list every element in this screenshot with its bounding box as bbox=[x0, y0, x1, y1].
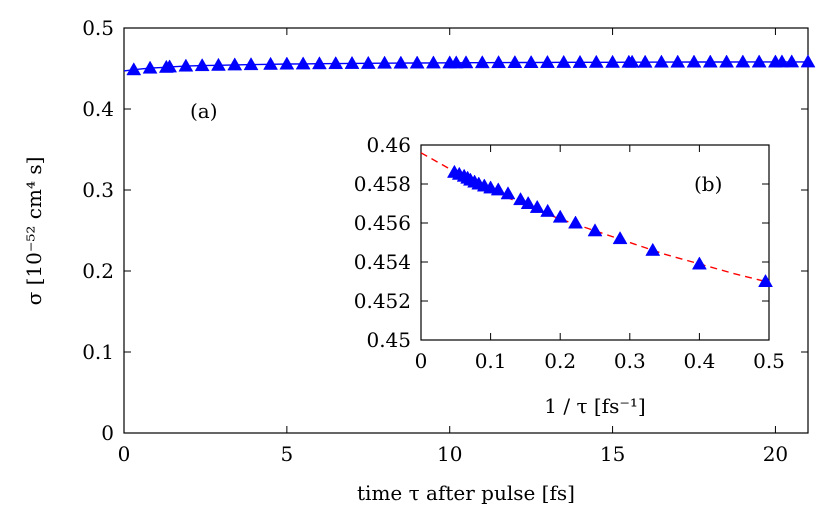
data-point-triangle bbox=[500, 186, 516, 200]
data-point-triangle bbox=[612, 231, 628, 245]
data-point-triangle bbox=[162, 59, 178, 73]
x-tick-label: 5 bbox=[280, 442, 293, 466]
main-data-points bbox=[126, 54, 816, 76]
x-tick-label: 0.1 bbox=[475, 349, 507, 373]
data-point-triangle bbox=[588, 54, 604, 68]
x-tick-label: 20 bbox=[763, 442, 788, 466]
data-point-triangle bbox=[142, 60, 158, 74]
panel-a-label: (a) bbox=[190, 99, 218, 123]
data-point-triangle bbox=[409, 55, 425, 69]
data-point-triangle bbox=[552, 209, 568, 223]
y-tick-label: 0.3 bbox=[82, 178, 114, 202]
data-point-triangle bbox=[784, 54, 800, 68]
data-point-triangle bbox=[243, 57, 259, 71]
data-point-triangle bbox=[605, 54, 621, 68]
data-point-triangle bbox=[490, 182, 506, 196]
data-point-triangle bbox=[670, 54, 686, 68]
main-x-axis-label: time τ after pulse [fs] bbox=[357, 481, 575, 505]
main-plot-frame bbox=[123, 27, 809, 434]
data-point-triangle bbox=[702, 54, 718, 68]
x-tick-label: 0.3 bbox=[614, 349, 646, 373]
x-tick-label: 0.5 bbox=[753, 349, 785, 373]
data-point-triangle bbox=[360, 55, 376, 69]
data-point-triangle bbox=[540, 203, 556, 217]
y-tick-label: 0.458 bbox=[354, 172, 411, 196]
data-point-triangle bbox=[227, 57, 243, 71]
y-tick-label: 0 bbox=[101, 421, 114, 445]
data-point-triangle bbox=[572, 54, 588, 68]
y-tick-label: 0.452 bbox=[354, 289, 411, 313]
data-point-triangle bbox=[800, 54, 816, 68]
data-point-triangle bbox=[263, 56, 279, 70]
x-tick-label: 0.2 bbox=[544, 349, 576, 373]
y-tick-label: 0.1 bbox=[82, 340, 114, 364]
main-chart: 0 5 10 15 20 0 0.1 0.2 0.3 0.4 0.5 time τ after pu… bbox=[22, 16, 816, 505]
y-tick-label: 0.4 bbox=[82, 97, 114, 121]
data-point-triangle bbox=[691, 256, 707, 270]
inset-x-axis-label: 1 / τ [fs⁻¹] bbox=[544, 394, 645, 418]
inset-chart: 0 0.1 0.2 0.3 0.4 0.5 0.45 0.452 0.454 0.456 0.458… bbox=[354, 133, 785, 418]
data-point-triangle bbox=[523, 55, 539, 69]
x-tick-label: 10 bbox=[437, 442, 462, 466]
data-point-triangle bbox=[568, 215, 583, 229]
data-point-triangle bbox=[194, 58, 210, 72]
data-point-triangle bbox=[624, 54, 640, 68]
data-point-triangle bbox=[377, 55, 393, 69]
data-point-triangle bbox=[311, 56, 327, 70]
data-point-triangle bbox=[328, 56, 344, 70]
y-tick-label: 0.2 bbox=[82, 259, 114, 283]
data-point-triangle bbox=[474, 55, 490, 69]
panel-b-label: (b) bbox=[694, 172, 722, 196]
y-tick-label: 0.456 bbox=[354, 211, 411, 235]
data-point-triangle bbox=[491, 55, 507, 69]
data-point-triangle bbox=[587, 223, 603, 237]
data-point-triangle bbox=[344, 55, 360, 69]
inset-data-points bbox=[446, 164, 773, 287]
data-point-triangle bbox=[211, 57, 226, 71]
x-tick-label: 0 bbox=[118, 442, 131, 466]
data-point-triangle bbox=[774, 54, 790, 68]
data-point-triangle bbox=[513, 192, 528, 206]
data-point-triangle bbox=[637, 54, 653, 68]
data-point-triangle bbox=[279, 56, 295, 70]
data-point-triangle bbox=[448, 55, 464, 69]
data-point-triangle bbox=[529, 199, 545, 213]
data-point-triangle bbox=[653, 54, 669, 68]
main-axis-ticks: 0 5 10 15 20 0 0.1 0.2 0.3 0.4 0.5 bbox=[82, 16, 808, 466]
data-point-triangle bbox=[758, 273, 773, 287]
data-point-triangle bbox=[393, 55, 409, 69]
data-point-triangle bbox=[507, 55, 523, 69]
data-point-triangle bbox=[735, 54, 751, 68]
y-tick-label: 0.454 bbox=[354, 250, 411, 274]
inset-axis-ticks: 0 0.1 0.2 0.3 0.4 0.5 0.45 0.452 0.454 0.456 0.458… bbox=[354, 133, 785, 373]
data-point-triangle bbox=[539, 54, 555, 68]
data-point-triangle bbox=[686, 54, 702, 68]
x-tick-label: 15 bbox=[600, 442, 625, 466]
y-tick-label: 0.46 bbox=[366, 133, 411, 157]
data-point-triangle bbox=[178, 58, 194, 72]
data-point-triangle bbox=[520, 195, 536, 209]
data-point-triangle bbox=[295, 56, 311, 70]
x-tick-label: 0 bbox=[415, 349, 428, 373]
y-tick-label: 0.5 bbox=[82, 16, 114, 40]
data-point-triangle bbox=[458, 55, 474, 69]
data-point-triangle bbox=[645, 242, 661, 256]
x-tick-label: 0.4 bbox=[683, 349, 715, 373]
data-point-triangle bbox=[425, 55, 441, 69]
main-y-axis-label: σ [10⁻⁵² cm⁴ s] bbox=[22, 157, 46, 306]
data-point-triangle bbox=[126, 62, 142, 76]
data-point-triangle bbox=[751, 54, 767, 68]
data-point-triangle bbox=[719, 54, 735, 68]
data-point-triangle bbox=[556, 54, 572, 68]
y-tick-label: 0.45 bbox=[366, 328, 411, 352]
